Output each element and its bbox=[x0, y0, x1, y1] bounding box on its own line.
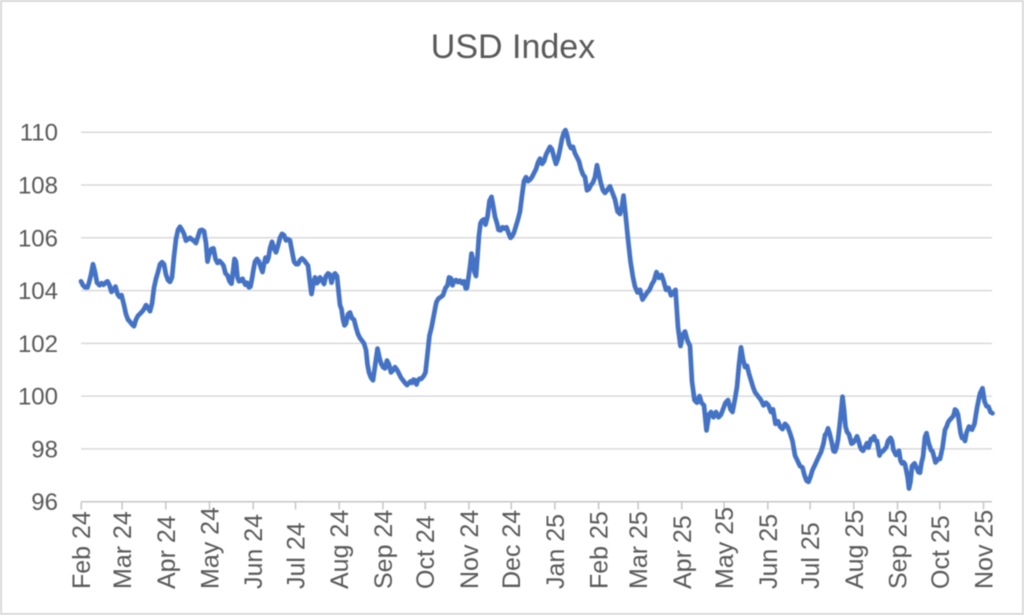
svg-text:Mar 24: Mar 24 bbox=[109, 511, 137, 589]
svg-text:Feb 24: Feb 24 bbox=[68, 511, 96, 589]
svg-text:Aug 24: Aug 24 bbox=[326, 510, 354, 589]
svg-text:Jun 24: Jun 24 bbox=[240, 514, 268, 589]
svg-text:Oct 24: Oct 24 bbox=[412, 515, 440, 589]
svg-text:Aug 25: Aug 25 bbox=[841, 510, 869, 589]
svg-text:USD Index: USD Index bbox=[431, 28, 595, 66]
svg-text:100: 100 bbox=[18, 384, 58, 411]
svg-text:110: 110 bbox=[20, 120, 58, 147]
svg-text:Oct 25: Oct 25 bbox=[927, 515, 955, 589]
svg-text:Jul 24: Jul 24 bbox=[283, 522, 311, 589]
svg-text:106: 106 bbox=[18, 225, 58, 252]
svg-text:Mar 25: Mar 25 bbox=[625, 511, 653, 589]
svg-text:Feb 25: Feb 25 bbox=[586, 511, 614, 589]
svg-text:96: 96 bbox=[31, 489, 58, 516]
svg-text:Apr 24: Apr 24 bbox=[153, 515, 181, 589]
svg-text:Sep 25: Sep 25 bbox=[885, 510, 913, 589]
svg-text:108: 108 bbox=[18, 173, 58, 200]
svg-text:104: 104 bbox=[18, 278, 58, 305]
svg-text:Nov 25: Nov 25 bbox=[971, 510, 999, 589]
svg-text:May 24: May 24 bbox=[197, 507, 225, 589]
svg-text:Nov 24: Nov 24 bbox=[456, 510, 484, 589]
svg-text:Apr 25: Apr 25 bbox=[669, 515, 697, 589]
svg-text:98: 98 bbox=[31, 436, 58, 463]
svg-text:Sep 24: Sep 24 bbox=[370, 510, 398, 589]
svg-text:Jul 25: Jul 25 bbox=[797, 522, 825, 589]
svg-text:Dec 24: Dec 24 bbox=[498, 510, 526, 589]
svg-text:Jun 25: Jun 25 bbox=[755, 514, 783, 589]
svg-text:Jan 25: Jan 25 bbox=[542, 514, 570, 589]
svg-text:102: 102 bbox=[18, 331, 58, 358]
svg-text:May 25: May 25 bbox=[711, 507, 739, 589]
